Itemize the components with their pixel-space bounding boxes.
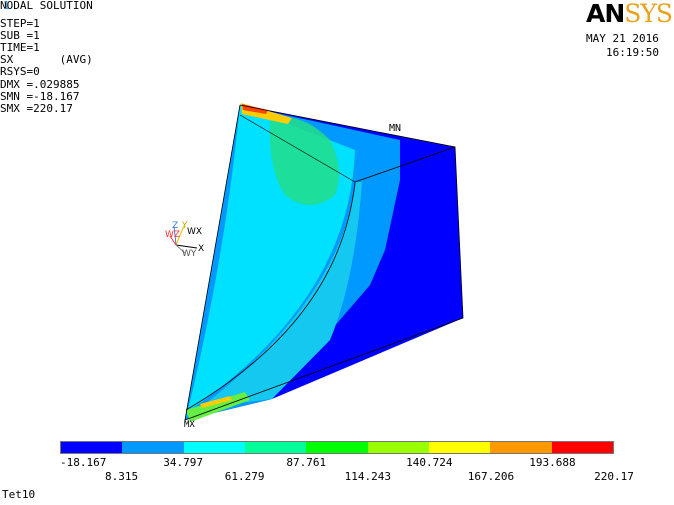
solution-info-block: NODAL SOLUTION STEP=1 SUB =1 TIME=1 SX (… bbox=[0, 0, 674, 115]
window-number: 1 bbox=[3, 0, 10, 12]
smx-value: SMX =220.17 bbox=[0, 101, 73, 115]
legend-swatch-1 bbox=[122, 442, 184, 453]
legend-swatch-8 bbox=[551, 442, 613, 453]
svg-text:WY: WY bbox=[182, 249, 197, 259]
svg-text:Z: Z bbox=[172, 221, 178, 231]
contour-band-bottom bbox=[186, 392, 250, 422]
mx-label: MX bbox=[184, 420, 195, 430]
model-edges bbox=[184, 104, 464, 421]
svg-text:Y: Y bbox=[181, 221, 188, 231]
smn-value: SMN =-18.167 bbox=[0, 89, 80, 103]
legend-label-7: 167.206 bbox=[467, 470, 515, 483]
legend-label-5: 114.243 bbox=[344, 470, 391, 483]
legend-swatch-3 bbox=[244, 442, 307, 453]
legend-label-6: 140.724 bbox=[406, 456, 453, 469]
mn-label: MN bbox=[389, 123, 401, 134]
result-item: SX (AVG) bbox=[0, 53, 93, 67]
plot-time: 16:19:50 bbox=[606, 46, 659, 59]
ansys-logo: ANSYS bbox=[586, 0, 673, 28]
plot-date: MAY 21 2016 bbox=[586, 32, 659, 45]
contour-band-bottom-hot bbox=[200, 396, 232, 408]
legend-label-0: -18.167 bbox=[60, 456, 107, 469]
contour-band-green bbox=[269, 117, 339, 205]
plot-title: NODAL SOLUTION bbox=[0, 0, 93, 12]
legend-swatch-0 bbox=[61, 442, 123, 453]
model-top-edge bbox=[239, 114, 356, 183]
svg-text:X: X bbox=[198, 244, 204, 254]
contour-legend-bar bbox=[60, 441, 614, 454]
model-curved-edge bbox=[185, 181, 356, 411]
legend-label-9: 220.17 bbox=[594, 470, 634, 483]
legend-label-2: 34.797 bbox=[163, 456, 203, 469]
legend-swatch-5 bbox=[367, 442, 429, 453]
element-type-label: Tet10 bbox=[2, 488, 36, 501]
model-inner-edge bbox=[354, 146, 456, 183]
dmx-value: DMX =.029885 bbox=[0, 77, 80, 91]
svg-text:WX: WX bbox=[187, 227, 202, 237]
legend-swatch-6 bbox=[428, 442, 491, 453]
legend-label-8: 193.688 bbox=[529, 456, 576, 469]
time-value: TIME=1 bbox=[0, 41, 40, 55]
contour-band-cyan bbox=[200, 182, 362, 408]
step-value: STEP=1 bbox=[0, 17, 40, 31]
legend-swatch-4 bbox=[306, 442, 368, 453]
legend-label-1: 8.315 bbox=[104, 470, 139, 483]
contour-plot-canvas: MN MX Z Y WX WZ X WY bbox=[165, 103, 464, 430]
substep-value: SUB =1 bbox=[0, 29, 40, 43]
svg-text:WZ: WZ bbox=[165, 230, 180, 240]
coordinate-triad: Z Y WX WZ X WY bbox=[165, 221, 204, 259]
legend-swatch-7 bbox=[490, 442, 552, 453]
legend-swatch-2 bbox=[183, 442, 245, 453]
legend-label-3: 61.279 bbox=[224, 470, 265, 483]
rsys-value: RSYS=0 bbox=[0, 65, 40, 79]
legend-label-4: 87.761 bbox=[286, 456, 327, 469]
